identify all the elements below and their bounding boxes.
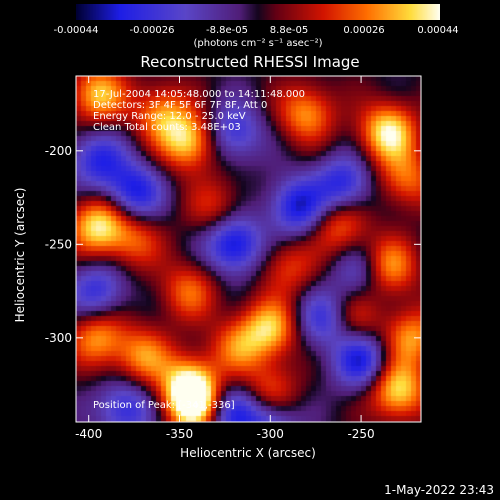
x-tick-label: -250 [347,427,374,441]
colorbar [76,4,440,20]
energy-range-annotation: Energy Range: 12.0 - 25.0 keV [93,111,246,122]
chart-title: Reconstructed RHESSI Image [140,53,360,71]
counts-annotation: Clean Total counts: 3.48E+03 [93,122,241,133]
colorbar-tick-label: -8.8e-05 [206,25,248,36]
x-axis-label: Heliocentric X (arcsec) [180,446,316,460]
y-axis-label: Heliocentric Y (arcsec) [13,187,27,323]
time-range-annotation: 17-Jul-2004 14:05:48.000 to 14:11:48.000 [93,89,305,100]
y-tick-label: -300 [45,331,72,345]
colorbar-tick-label: -0.00044 [53,25,99,36]
detectors-annotation: Detectors: 3F 4F 5F 6F 7F 8F, Att 0 [93,100,267,111]
colorbar-tick-label: 8.8e-05 [269,25,309,36]
colorbar-gradient [76,4,440,20]
timestamp: 1-May-2022 23:43 [384,483,494,497]
colorbar-tick-label: 0.00044 [417,25,459,36]
x-tick-label: -400 [75,427,102,441]
colorbar-tick-label: -0.00026 [129,25,175,36]
y-tick-label: -200 [45,144,72,158]
colorbar-unit-label: (photons cm⁻² s⁻¹ asec⁻²) [193,38,323,49]
x-tick-label: -350 [166,427,193,441]
axis-ticks: -400 -350 -300 -250 -200 -250 -300 [45,76,421,441]
x-tick-label: -300 [257,427,284,441]
plot-frame [75,75,422,423]
colorbar-tick-label: 0.00026 [343,25,385,36]
y-tick-label: -250 [45,237,72,251]
peak-marker [193,402,199,408]
peak-position-annotation: Position of Peak: [-341,-336] [93,400,235,411]
